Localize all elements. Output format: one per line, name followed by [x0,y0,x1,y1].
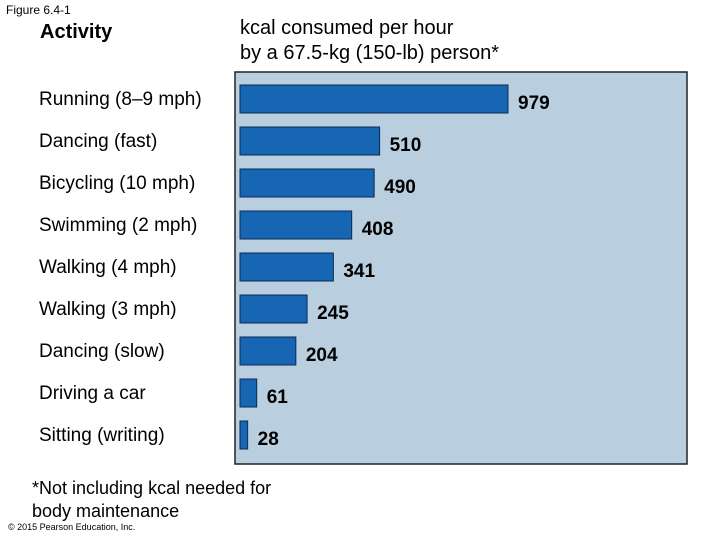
copyright: © 2015 Pearson Education, Inc. [8,522,136,532]
category-labels: Running (8–9 mph) Dancing (fast) Bicycling… [39,89,202,446]
bar [239,168,375,198]
bar [239,336,297,366]
category-label: Running (8–9 mph) [39,89,202,110]
category-label: Swimming (2 mph) [39,215,197,236]
value-label: 490 [384,177,416,198]
category-label: Sitting (writing) [39,425,165,446]
value-label: 510 [390,135,422,156]
bar [239,252,334,282]
category-label: Driving a car [39,383,146,404]
value-label: 979 [518,93,550,114]
figure-label: Figure 6.4-1 [6,3,71,17]
value-header: kcal consumed per hour by a 67.5-kg (150… [240,17,500,64]
value-label: 61 [267,387,289,408]
value-labels: 979 510 490 408 341 245 204 61 28 [258,93,550,450]
value-label: 245 [317,303,349,324]
category-label: Walking (4 mph) [39,257,177,278]
value-label: 408 [362,219,394,240]
category-label: Bicycling (10 mph) [39,173,195,194]
category-label: Dancing (slow) [39,341,165,362]
value-label: 204 [306,345,338,366]
value-label: 28 [258,429,279,450]
footnote: *Not including kcal needed for body main… [32,478,272,521]
bar [239,378,258,408]
bar [239,126,381,156]
value-label: 341 [343,261,375,282]
bar [239,84,509,114]
bar [239,294,308,324]
category-label: Walking (3 mph) [39,299,177,320]
category-label: Dancing (fast) [39,131,157,152]
bars [239,84,509,450]
bar [239,420,249,450]
category-header: Activity [40,21,113,43]
bar [239,210,353,240]
